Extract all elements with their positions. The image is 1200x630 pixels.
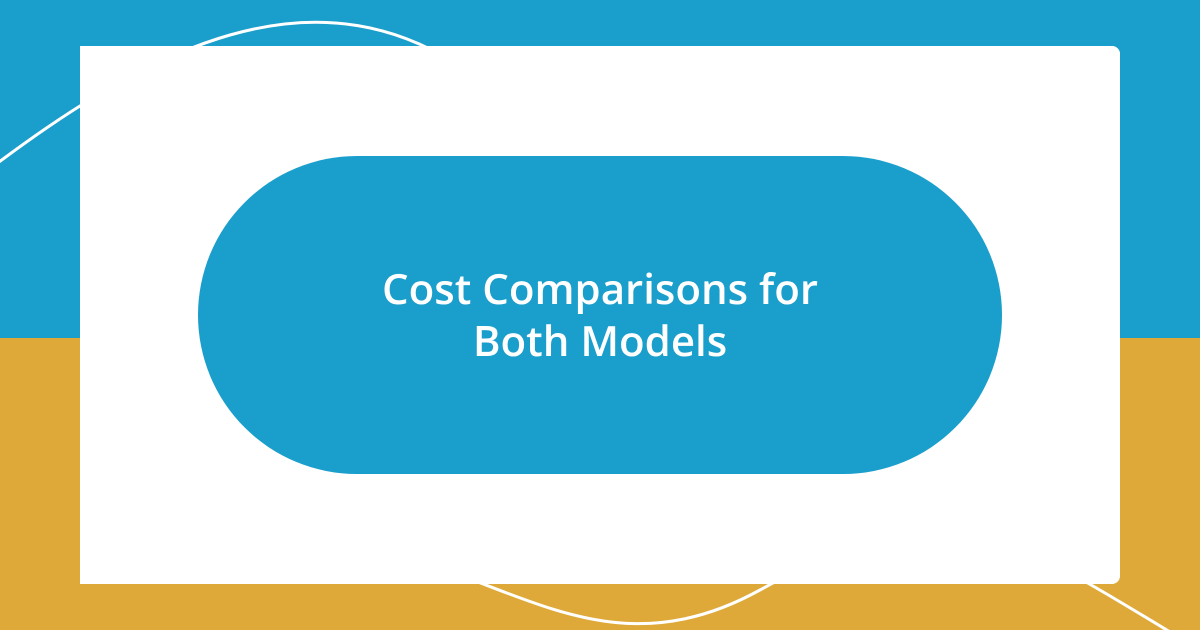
- title-line-1: Cost Comparisons for: [382, 260, 818, 317]
- title-text: Cost Comparisons for Both Models: [382, 263, 818, 368]
- title-line-2: Both Models: [473, 312, 727, 369]
- title-pill: Cost Comparisons for Both Models: [198, 156, 1002, 474]
